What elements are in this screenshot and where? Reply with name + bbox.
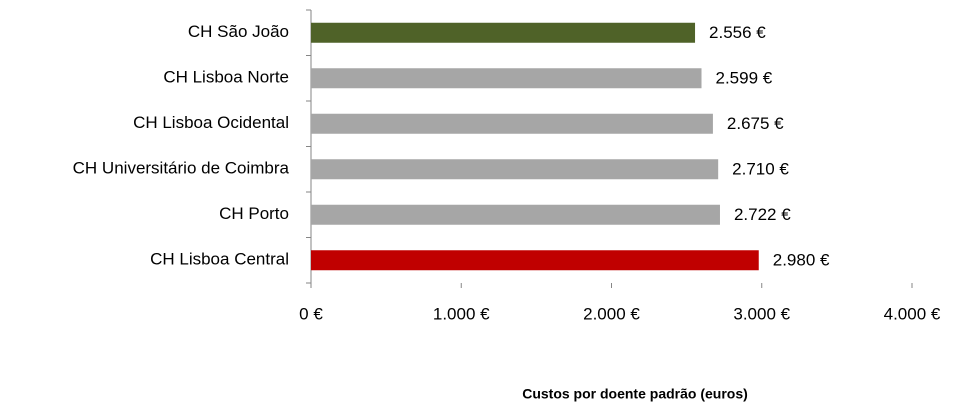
y-tick-label: CH Universitário de Coimbra [73, 159, 290, 178]
y-tick-label: CH Porto [219, 204, 289, 223]
x-tick-label: 0 € [299, 304, 323, 323]
y-tick-label: CH Lisboa Ocidental [133, 113, 289, 132]
bar [311, 68, 702, 89]
bar [311, 159, 719, 180]
x-tick-label: 4.000 € [884, 304, 941, 323]
data-label: 2.556 € [709, 23, 766, 42]
x-axis-title: Custos por doente padrão (euros) [522, 386, 748, 402]
x-tick-label: 3.000 € [733, 304, 790, 323]
y-tick-label: CH Lisboa Central [150, 250, 289, 269]
y-tick-label: CH Lisboa Norte [163, 68, 289, 87]
x-tick-label: 1.000 € [433, 304, 490, 323]
x-tick-label: 2.000 € [583, 304, 640, 323]
bar [311, 250, 759, 271]
data-label: 2.675 € [727, 114, 784, 133]
y-tick-label: CH São João [188, 22, 289, 41]
bar [311, 22, 696, 43]
bar [311, 204, 720, 225]
data-label: 2.710 € [732, 160, 789, 179]
data-label: 2.599 € [715, 69, 772, 88]
data-label: 2.980 € [773, 251, 830, 270]
bar [311, 113, 713, 134]
data-label: 2.722 € [734, 205, 791, 224]
